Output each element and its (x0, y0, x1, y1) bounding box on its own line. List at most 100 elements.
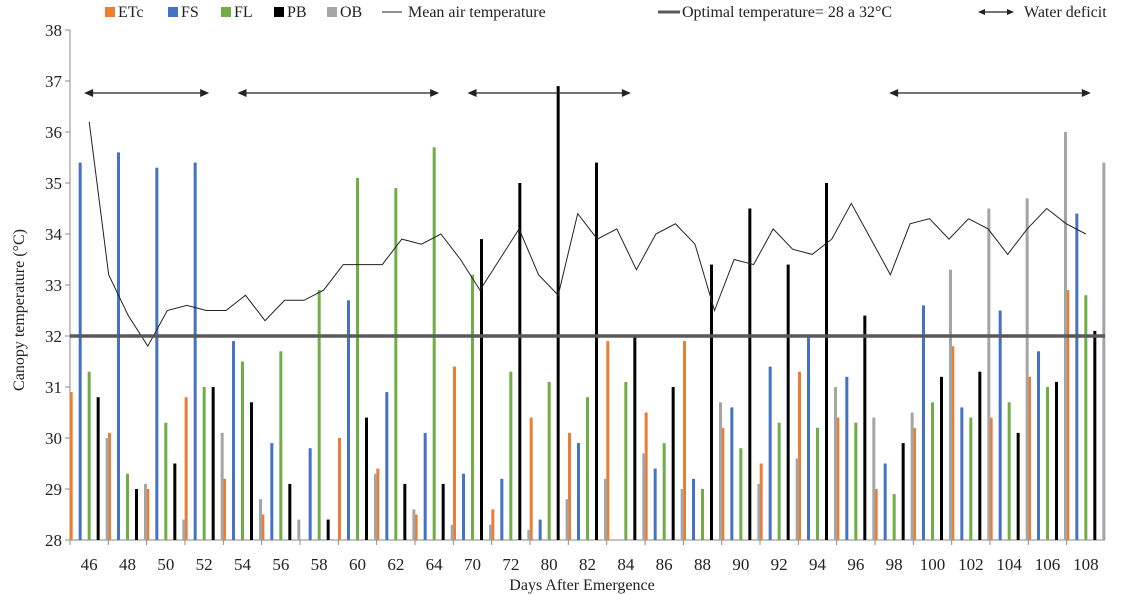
bar-ob-52 (220, 432, 224, 540)
bar-etc-52 (184, 397, 188, 540)
water-deficit-arrowhead-left (84, 89, 94, 97)
bar-pb-70 (480, 239, 483, 540)
legend-label-fl: FL (234, 4, 253, 21)
bar-fs-48 (117, 152, 120, 540)
bar-pb-90 (748, 208, 752, 540)
bar-fl-90 (739, 448, 743, 540)
bar-fl-94 (816, 427, 819, 540)
bar-etc-98 (874, 489, 878, 540)
y-tick-label: 36 (45, 123, 62, 142)
bar-pb-96 (863, 315, 867, 540)
bar-fl-108 (1084, 295, 1088, 540)
bar-etc-60 (338, 438, 341, 540)
legend-label-optimal-temperature: Optimal temperature= 28 a 32°C (682, 4, 892, 21)
bar-pb-100 (940, 376, 943, 540)
x-tick-label: 50 (157, 555, 174, 574)
bar-fl-54 (241, 361, 244, 540)
bar-fl-104 (1007, 402, 1011, 540)
bar-pb-94 (825, 183, 828, 540)
bar-etc-92 (759, 463, 763, 540)
bar-fs-92 (768, 366, 772, 540)
bar-fs-90 (730, 407, 734, 540)
bar-fs-82 (577, 443, 580, 540)
bar-ob-100 (949, 269, 952, 540)
bar-pb-88 (710, 264, 713, 540)
bar-etc-56 (261, 514, 265, 540)
x-tick-label: 54 (234, 555, 252, 574)
bar-fl-100 (931, 402, 934, 540)
y-tick-label: 30 (45, 429, 62, 448)
legend-label-water-deficit: Water deficit (1024, 4, 1107, 21)
bar-ob-84 (642, 453, 646, 540)
x-axis-label: Days After Emergence (509, 577, 654, 594)
legend-swatch-ob (327, 7, 337, 17)
bar-etc-70 (453, 366, 456, 540)
bar-fl-82 (586, 397, 589, 540)
x-tick-label: 94 (809, 555, 827, 574)
bar-fl-62 (394, 188, 398, 540)
bar-ob-56 (297, 519, 301, 540)
legend-label-mean-air-temperature: Mean air temperature (408, 4, 546, 21)
y-tick-label: 35 (45, 174, 62, 193)
x-tick-label: 82 (579, 555, 596, 574)
bar-ob-82 (604, 478, 607, 540)
bar-pb-72 (518, 183, 522, 540)
legend-label-pb: PB (287, 4, 307, 21)
x-tick-label: 92 (771, 555, 788, 574)
bar-fs-52 (193, 162, 197, 540)
bar-fl-60 (356, 177, 359, 540)
x-tick-label: 90 (732, 555, 749, 574)
bar-fs-70 (462, 473, 465, 540)
x-tick-label: 108 (1073, 555, 1099, 574)
bar-ob-88 (719, 402, 722, 540)
bar-fs-80 (538, 519, 542, 540)
bar-pb-80 (556, 86, 560, 540)
y-tick-label: 31 (45, 378, 62, 397)
x-tick-label: 96 (847, 555, 864, 574)
y-tick-label: 37 (45, 72, 63, 91)
bar-pb-64 (441, 483, 445, 540)
y-axis-label: Canopy temperature (°C) (11, 229, 28, 391)
bar-etc-100 (913, 427, 916, 540)
bar-pb-58 (326, 519, 330, 540)
x-tick-label: 62 (387, 555, 404, 574)
bar-fs-46 (78, 162, 82, 540)
bar-group (69, 86, 1106, 541)
bar-fs-60 (347, 300, 350, 540)
x-tick-label: 64 (426, 555, 444, 574)
bar-ob-80 (565, 499, 569, 540)
bar-fs-108 (1075, 213, 1079, 540)
bar-fl-58 (317, 290, 321, 540)
bar-etc-54 (223, 478, 226, 540)
bar-fl-88 (701, 489, 704, 540)
bar-pb-46 (96, 397, 100, 540)
bar-fs-88 (692, 478, 695, 540)
y-tick-label: 29 (45, 480, 62, 499)
bar-fs-104 (998, 310, 1002, 540)
x-tick-label: 70 (464, 555, 481, 574)
bar-fs-106 (1037, 351, 1040, 540)
bar-pb-54 (250, 402, 253, 540)
bar-fl-64 (432, 147, 436, 541)
bar-pb-102 (978, 371, 982, 540)
bar-pb-62 (403, 483, 407, 540)
bar-ob-96 (872, 417, 876, 540)
legend-arrowhead-right (1007, 9, 1014, 15)
bar-fl-92 (777, 422, 781, 540)
water-deficit-arrowhead-right (200, 89, 210, 97)
bar-etc-86 (644, 412, 648, 540)
bar-fs-56 (270, 443, 274, 540)
x-tick-label: 60 (349, 555, 366, 574)
x-tick-label: 48 (119, 555, 136, 574)
bar-pb-108 (1093, 330, 1097, 540)
bar-fs-64 (423, 432, 427, 540)
bar-ob-62 (412, 509, 416, 540)
bar-ob-102 (987, 208, 991, 540)
bar-fl-48 (126, 473, 129, 540)
y-tick-label: 33 (45, 276, 62, 295)
line-group (70, 121, 1105, 348)
water-deficit-arrows (84, 89, 1091, 97)
bar-fs-58 (308, 448, 312, 540)
bar-fl-98 (892, 494, 896, 540)
